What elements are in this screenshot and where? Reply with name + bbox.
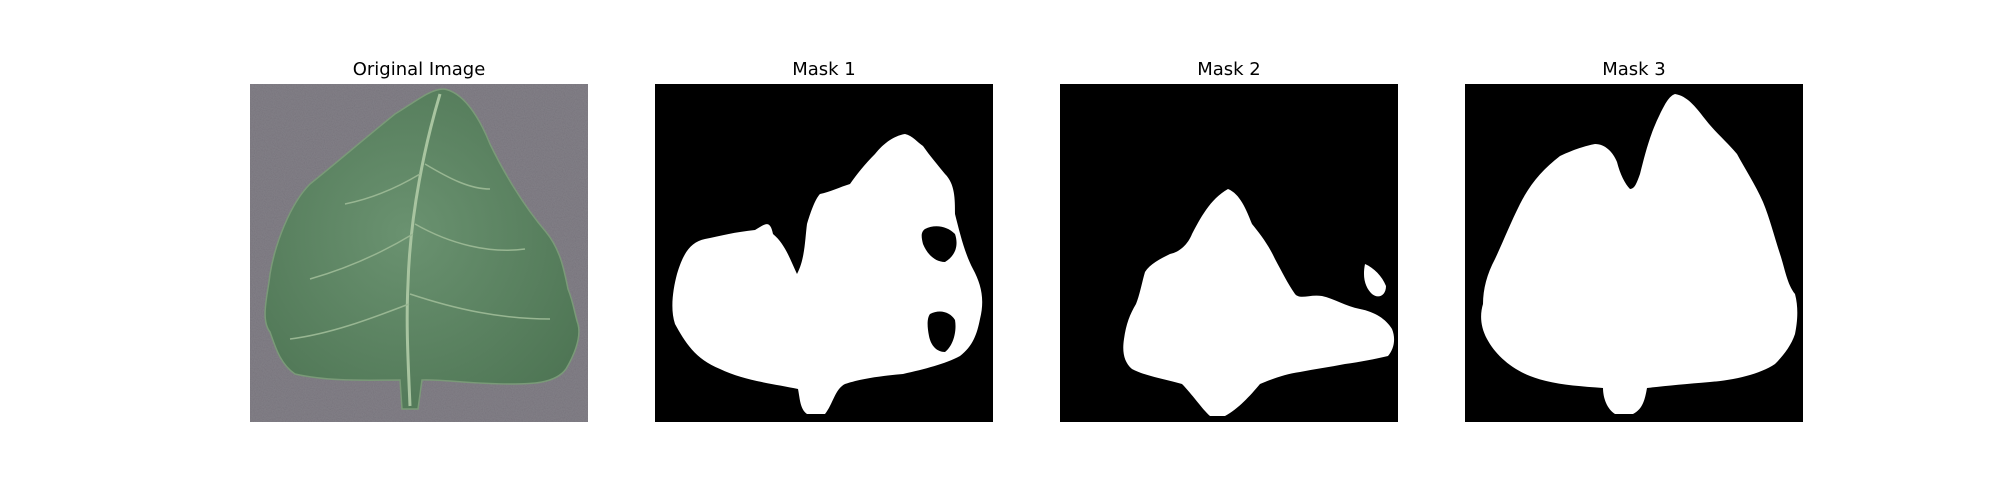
mask-foreground-region bbox=[1123, 189, 1395, 416]
mask-3-image bbox=[1465, 84, 1803, 422]
leaf-vein-right-1 bbox=[414, 223, 526, 252]
panel-mask-1: Mask 1 bbox=[655, 58, 993, 430]
leaf-vein-left-1 bbox=[309, 233, 414, 280]
panel-title: Mask 2 bbox=[1197, 59, 1261, 80]
panel-title: Mask 1 bbox=[792, 59, 856, 80]
mask-2-image bbox=[1060, 84, 1398, 422]
panel-title: Mask 3 bbox=[1602, 59, 1666, 80]
panel-original-image: Original Image bbox=[250, 58, 588, 430]
leaf-vein-left-3 bbox=[344, 173, 421, 205]
panel-mask-3: Mask 3 bbox=[1465, 58, 1803, 430]
leaf-midrib bbox=[405, 93, 442, 407]
original-leaf-image bbox=[250, 84, 588, 422]
leaf-vein-right-2 bbox=[409, 293, 551, 320]
panel-mask-2: Mask 2 bbox=[1060, 58, 1398, 430]
mask-foreground-region bbox=[672, 134, 983, 414]
leaf-vein-left-2 bbox=[289, 303, 410, 340]
leaf-blade bbox=[264, 88, 580, 410]
panel-title: Original Image bbox=[352, 59, 486, 80]
mask-1-image bbox=[655, 84, 993, 422]
mask-foreground-region bbox=[1481, 94, 1798, 414]
leaf-vein-right-3 bbox=[424, 163, 491, 190]
